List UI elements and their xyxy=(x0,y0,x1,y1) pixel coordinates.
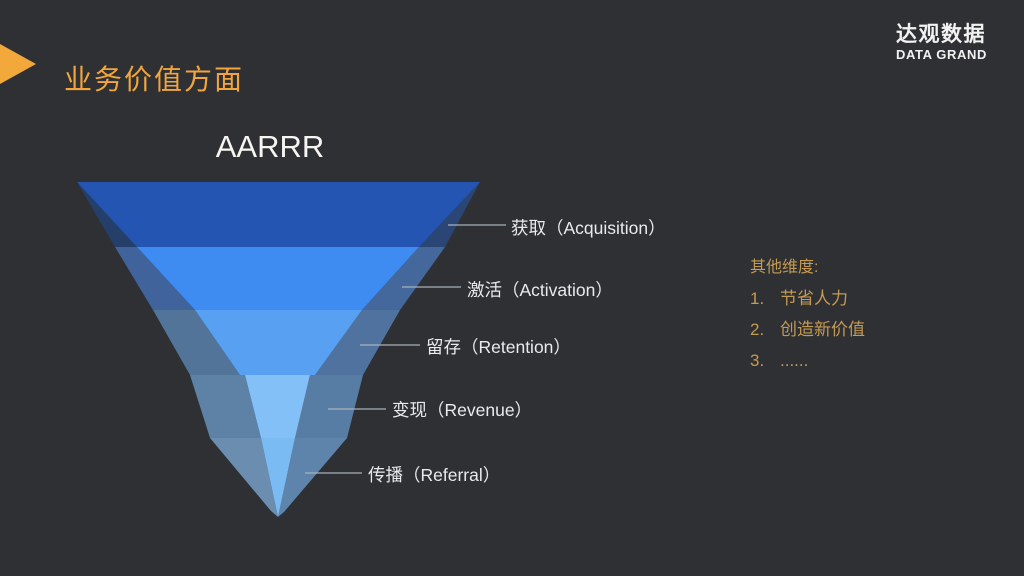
funnel-stage4-side-left xyxy=(210,438,278,517)
funnel-label-activation: 激活（Activation） xyxy=(467,280,613,300)
logo-en-text: DATA GRAND xyxy=(896,47,987,62)
list-item: 1. 节省人力 xyxy=(750,288,865,309)
funnel-chart-title: AARRR xyxy=(215,129,325,164)
list-item-text: 节省人力 xyxy=(780,289,848,308)
other-dimensions-panel: 其他维度: 1. 节省人力 2. 创造新价值 3. ...... xyxy=(750,257,865,381)
funnel-stage0-front xyxy=(77,182,480,247)
funnel-label-retention: 留存（Retention） xyxy=(426,337,571,357)
funnel-stage1-front xyxy=(137,247,419,310)
other-dimensions-list: 1. 节省人力 2. 创造新价值 3. ...... xyxy=(750,288,865,371)
funnel-stage2-side-right xyxy=(315,310,400,375)
list-item-number: 2. xyxy=(750,320,765,339)
funnel-label-referral: 传播（Referral） xyxy=(368,465,501,485)
funnel-stage4-front xyxy=(261,438,295,517)
funnel-stage1-side-left xyxy=(115,247,195,310)
list-item-number: 1. xyxy=(750,289,765,308)
header-arrow-icon xyxy=(0,44,36,84)
funnel-stage4-side-right xyxy=(278,438,347,517)
funnel-stage3-front xyxy=(245,375,310,438)
slide-title: 业务价值方面 xyxy=(64,64,245,95)
funnel-label-acquisition: 获取（Acquisition） xyxy=(511,218,666,238)
funnel-stage2-front xyxy=(195,310,362,375)
list-item-number: 3. xyxy=(750,351,765,370)
funnel-label-revenue: 变现（Revenue） xyxy=(392,400,533,420)
list-item-text: ...... xyxy=(780,351,809,370)
list-item: 3. ...... xyxy=(750,350,865,371)
funnel-stage1-side-right xyxy=(362,247,445,310)
list-item-text: 创造新价值 xyxy=(780,320,865,339)
funnel-stage2-side-left xyxy=(153,310,240,375)
funnel-stage3-side-left xyxy=(190,375,261,438)
other-dimensions-heading: 其他维度: xyxy=(750,259,819,276)
funnel-stage3-side-right xyxy=(295,375,363,438)
logo: 达观数据 DATA GRAND xyxy=(896,24,987,61)
list-item: 2. 创造新价值 xyxy=(750,319,865,340)
logo-cn-text: 达观数据 xyxy=(896,23,986,46)
